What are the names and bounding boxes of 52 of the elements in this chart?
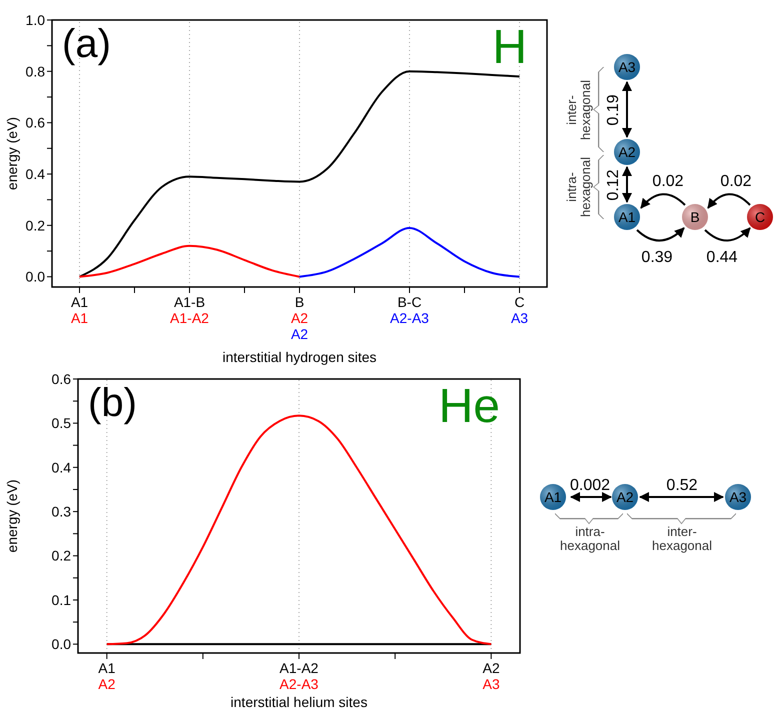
text: 0.02 (720, 173, 752, 190)
x-axis-title: interstitial helium sites (230, 694, 368, 710)
y-tick-label: 0.6 (52, 370, 72, 387)
text: intra-hexagonal (564, 156, 593, 217)
y-tick-label: 0.6 (26, 114, 46, 131)
text: A3 (618, 59, 636, 75)
y-axis-title: energy (eV) (4, 479, 20, 553)
x-axis-title: interstitial hydrogen sites (222, 349, 377, 365)
text: 0.44 (706, 249, 738, 266)
text: 0.39 (641, 249, 673, 266)
y-tick-label: 0.1 (52, 592, 72, 608)
y-tick-label: 0.8 (26, 63, 46, 80)
y-tick-label: 0.4 (52, 459, 72, 476)
x-tick-label: A1 A1 (70, 294, 88, 326)
text: inter-hexagonal (652, 524, 712, 553)
chart-title: H (492, 20, 527, 75)
x-tick-label: A1 A2 (98, 660, 116, 692)
text: C (754, 209, 766, 225)
y-tick-label: 0.2 (52, 548, 72, 564)
text: 0.02 (652, 173, 684, 190)
annotation: (b) (88, 381, 137, 426)
x-tick-label: B A2 A2 (290, 294, 308, 342)
text: 0.12 (605, 169, 622, 201)
x-tick-label: A2 A3 (482, 660, 500, 692)
text: A3 (729, 489, 747, 505)
text: 0.19 (605, 94, 622, 126)
y-tick-label: 0.0 (26, 268, 46, 285)
line-series (298, 226, 520, 278)
x-tick-label: B-C A2-A3 (390, 294, 430, 326)
text: A2 (618, 144, 636, 160)
text: intra-hexagonal (560, 524, 620, 553)
y-tick-label: 0.3 (52, 504, 72, 520)
line-series (78, 70, 520, 278)
x-tick-label: A1-B A1-A2 (170, 294, 210, 326)
text: inter-hexagonal (564, 80, 593, 140)
annotation: (a) (62, 22, 111, 67)
y-tick-label: 0.5 (52, 415, 72, 432)
y-tick-label: 0.2 (26, 217, 46, 234)
y-tick-label: 1.0 (26, 12, 46, 28)
y-axis-title: energy (eV) (4, 116, 20, 190)
text: A2 (616, 489, 634, 505)
text: 0.002 (570, 477, 610, 494)
text: 0.52 (666, 477, 698, 494)
x-tick-label: C A3 (510, 294, 528, 326)
line-series (78, 244, 300, 278)
y-tick-label: 0.4 (26, 166, 46, 182)
y-tick-label: 0.0 (52, 636, 72, 652)
text: B (690, 209, 700, 225)
x-tick-label: A1-A2 A2-A3 (280, 660, 319, 692)
chart-title: He (438, 379, 500, 434)
text: A1 (618, 209, 636, 225)
text: A1 (544, 489, 562, 505)
